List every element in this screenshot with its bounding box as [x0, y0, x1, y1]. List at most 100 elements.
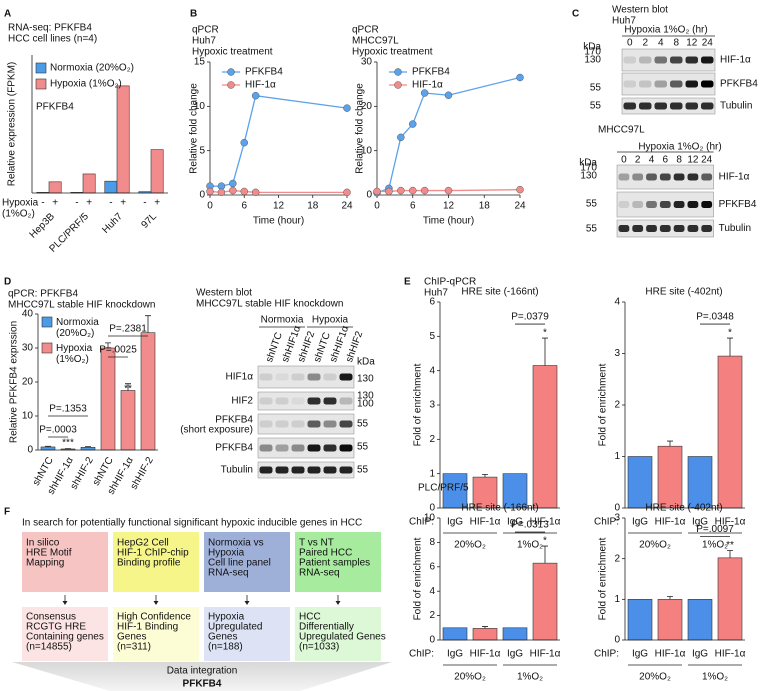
row-label: (1%O₂)	[2, 209, 35, 220]
blot-band	[654, 56, 667, 64]
kda-label: 55	[586, 224, 598, 235]
result-text: Consensus	[26, 612, 76, 623]
protein-label: Tubulin	[221, 465, 253, 476]
bar	[442, 627, 468, 641]
gene-label: PFKFB4	[36, 102, 74, 113]
point	[217, 182, 226, 190]
kda-label: 55	[357, 442, 369, 453]
y-tick-label: 10	[22, 411, 34, 422]
significance: **	[726, 540, 734, 551]
blot-strip	[621, 48, 716, 72]
protein-label: PFKFB4	[720, 79, 758, 90]
y-tick-label: 15	[194, 57, 206, 68]
blot-band	[687, 173, 699, 181]
point	[229, 186, 237, 195]
result-text: Genes	[208, 632, 237, 643]
y-tick-label: 0	[429, 635, 435, 646]
blot-band	[670, 102, 683, 110]
panel-letter: C	[572, 9, 579, 20]
point	[385, 187, 393, 196]
x-tick-label: 24	[341, 201, 353, 212]
blot-band	[701, 56, 714, 64]
blot-band	[654, 102, 667, 110]
blot-header: Western blot	[196, 288, 252, 299]
bar	[40, 446, 56, 451]
blot-band	[632, 201, 644, 208]
blot-band	[673, 201, 685, 208]
error-bar	[85, 446, 91, 448]
kda-label: 130	[580, 171, 597, 182]
bar	[472, 628, 498, 641]
kda-label: kDa	[357, 357, 375, 368]
blot-group: Normoxia	[261, 315, 304, 326]
x-tick-label: 97L	[139, 211, 159, 231]
blot-band	[291, 397, 305, 405]
point	[444, 91, 453, 99]
lane-label: 0	[621, 155, 627, 166]
chart-title: HRE site (-166nt)	[461, 503, 538, 514]
y-tick-label: 20	[22, 377, 34, 388]
y-tick-label: 2	[429, 610, 435, 621]
bar	[627, 599, 653, 641]
x-tick-label: IgG	[447, 649, 463, 660]
blot-band	[275, 444, 289, 452]
bar	[532, 562, 558, 641]
blot-band	[623, 80, 636, 88]
x-tick-label: HIF-1α	[530, 517, 561, 528]
panel-letter: D	[4, 277, 11, 288]
bar	[627, 456, 653, 509]
result-box	[295, 607, 381, 661]
point	[343, 188, 351, 197]
lane-label: 4	[649, 155, 655, 166]
group-label: 1%O₂	[517, 540, 543, 551]
y-tick-label: 5	[199, 145, 205, 156]
blot-band	[259, 466, 273, 474]
x-tick-label: IgG	[507, 517, 523, 528]
source-text: HRE Motif	[26, 548, 72, 559]
blot-band	[687, 201, 699, 208]
group-label: 20%O₂	[639, 672, 671, 683]
legend-label: PFKFB4	[412, 67, 450, 78]
point	[397, 133, 405, 142]
y-axis-title: Relative expression (FPKM)	[7, 62, 18, 186]
legend-marker	[394, 68, 402, 76]
source-text: HIF-1 ChIP-chip	[117, 548, 189, 559]
integration-result: PFKFB4	[183, 679, 222, 690]
blot-band	[307, 397, 321, 405]
y-tick-label: 20	[361, 101, 373, 112]
row-label: Hypoxia	[2, 198, 39, 209]
panel-letter: E	[404, 277, 411, 288]
legend-marker	[227, 68, 235, 76]
point	[420, 186, 429, 195]
blot-band	[685, 80, 698, 88]
blot-band	[323, 420, 337, 428]
result-text: Upregulated Genes	[299, 632, 386, 643]
lane-label: 12	[686, 38, 698, 49]
y-tick-label: 1	[614, 594, 620, 605]
blot-band	[623, 56, 636, 64]
blot-band	[259, 420, 273, 428]
blot-band	[659, 201, 671, 208]
blot-band	[323, 373, 337, 381]
y-axis-title: Fold of enrichment	[413, 537, 424, 620]
result-text: HCC	[299, 612, 321, 623]
blot-strip	[257, 437, 355, 459]
x-axis-title: Time (hour)	[253, 216, 304, 227]
blot-band	[618, 201, 630, 208]
blot-strip	[257, 365, 355, 389]
y-tick-label: 3	[614, 513, 620, 524]
blot-band	[685, 56, 698, 64]
source-text: Binding profile	[117, 558, 181, 569]
blot-band	[639, 56, 652, 64]
blot-band	[291, 444, 305, 452]
y-axis-title: Relative fold change	[355, 83, 366, 174]
blot-treatment: Hypoxia 1%O₂ (hr)	[638, 142, 721, 153]
blot-band	[339, 420, 353, 428]
blot-band	[646, 225, 657, 232]
bar	[48, 181, 62, 194]
bar	[442, 473, 468, 509]
lane-label: 24	[701, 155, 713, 166]
kda-label: 130	[584, 55, 601, 66]
